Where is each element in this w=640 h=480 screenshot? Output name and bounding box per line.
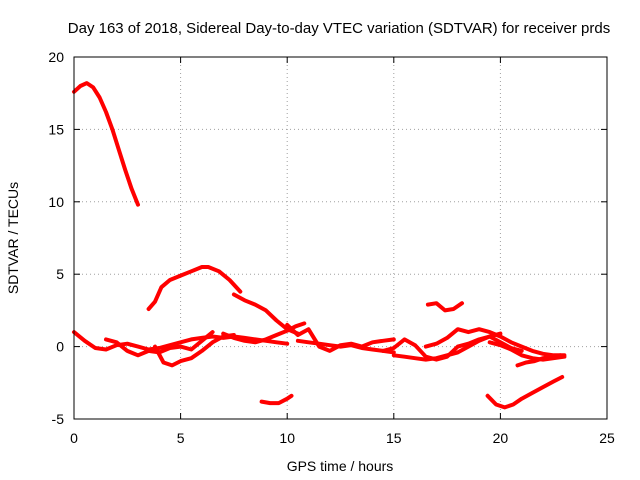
y-tick-label: 0 bbox=[56, 339, 64, 355]
series-track-9 bbox=[153, 333, 236, 368]
y-tick-label: 5 bbox=[56, 266, 64, 282]
x-tick-label: 5 bbox=[177, 430, 185, 446]
plot-frame bbox=[73, 56, 608, 420]
y-tick-label: 15 bbox=[48, 121, 64, 137]
series-track-14 bbox=[391, 331, 503, 362]
data-series bbox=[72, 81, 567, 410]
y-tick-label: 10 bbox=[48, 194, 64, 210]
series-track-7 bbox=[72, 330, 290, 352]
series-track-6 bbox=[485, 375, 565, 410]
axis-ticks: 0 5 10 15 20 25 -5 0 5 10 15 20 bbox=[48, 49, 615, 446]
x-tick-label: 15 bbox=[386, 430, 402, 446]
x-axis-label: GPS time / hours bbox=[287, 458, 394, 474]
y-axis-label: SDTVAR / TECUs bbox=[5, 182, 21, 294]
x-tick-label: 20 bbox=[493, 430, 509, 446]
series-track-5 bbox=[425, 301, 464, 313]
x-tick-label: 0 bbox=[70, 430, 78, 446]
series-track-15 bbox=[423, 327, 567, 358]
x-tick-label: 25 bbox=[599, 430, 615, 446]
series-track-17 bbox=[515, 353, 563, 368]
series-track-1 bbox=[72, 81, 140, 207]
x-tick-label: 10 bbox=[279, 430, 295, 446]
series-track-2 bbox=[146, 265, 243, 311]
chart-title: Day 163 of 2018, Sidereal Day-to-day VTE… bbox=[68, 20, 610, 37]
series-track-4 bbox=[259, 393, 294, 406]
y-tick-label: 20 bbox=[48, 49, 64, 65]
series-track-12 bbox=[295, 338, 396, 355]
series-track-13 bbox=[381, 334, 524, 362]
y-tick-label: -5 bbox=[52, 411, 65, 427]
